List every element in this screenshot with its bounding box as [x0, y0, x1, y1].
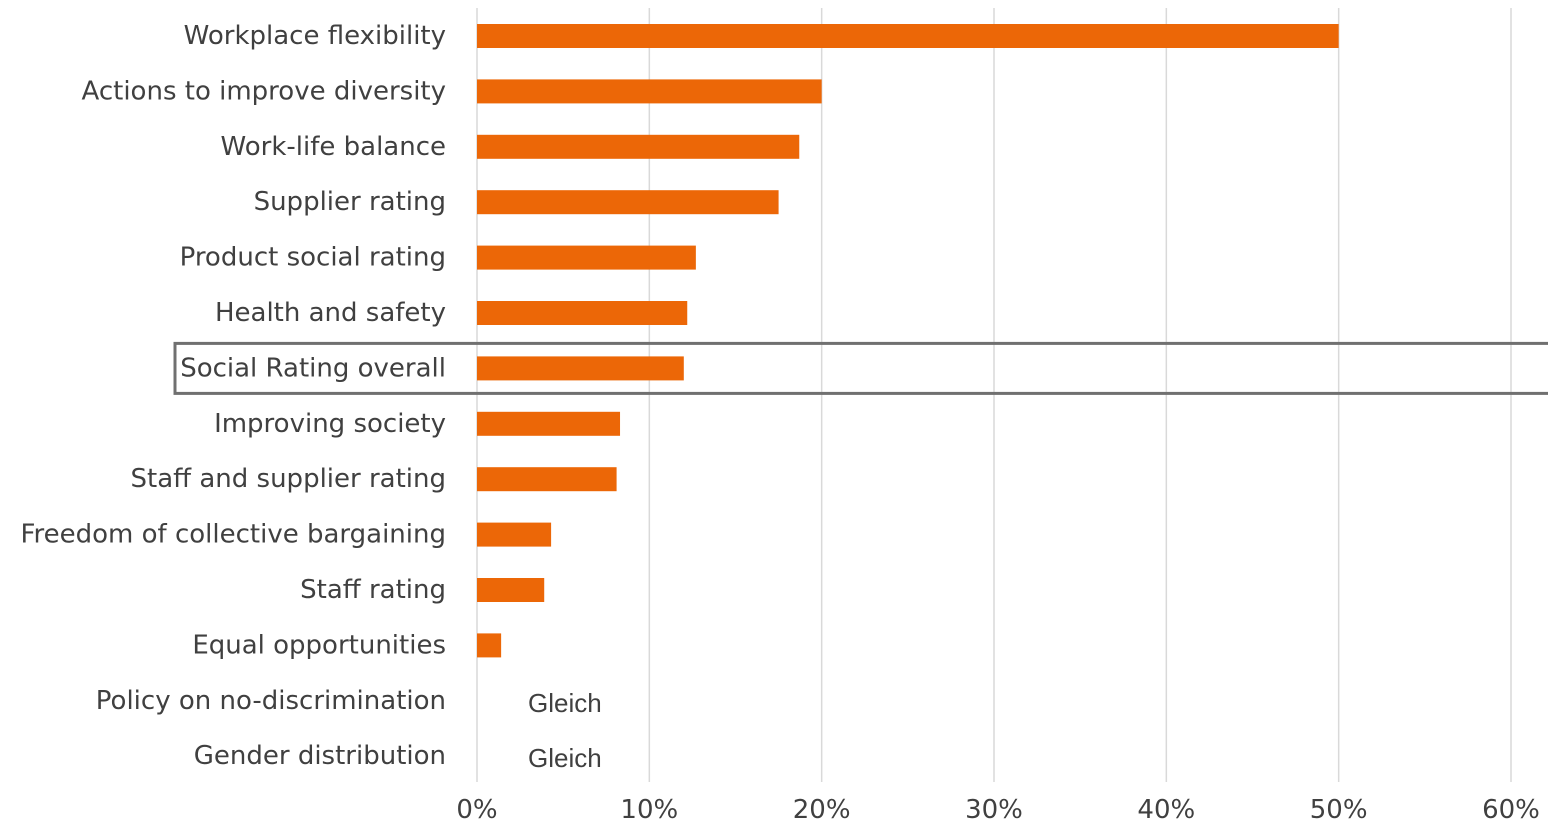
x-tick-label: 20%	[793, 795, 851, 825]
category-label-staff-and-supplier-rating: Staff and supplier rating	[131, 464, 446, 494]
bar-health-and-safety	[477, 301, 688, 325]
category-label-product-social-rating: Product social rating	[180, 243, 446, 273]
annotation-gender-distribution: Gleich	[528, 743, 602, 773]
bar-product-social-rating	[477, 245, 696, 270]
bar-freedom-of-collective-bargaining	[477, 522, 552, 547]
x-tick-label: 50%	[1310, 795, 1368, 825]
highlight	[173, 341, 1548, 395]
bar-supplier-rating	[477, 190, 779, 215]
annotations: Gleich Gleich	[528, 688, 602, 773]
x-tick-label: 10%	[620, 795, 678, 825]
x-axis-tick-labels: 0% 10% 20% 30% 40% 50% 60%	[456, 795, 1540, 825]
category-label-gender-distribution: Gender distribution	[194, 741, 446, 771]
bar-actions-to-improve-diversity	[477, 79, 822, 104]
category-label-actions-to-improve-diversity: Actions to improve diversity	[82, 76, 446, 106]
annotation-policy-on-no-discrimination: Gleich	[528, 688, 602, 718]
bar-staff-rating	[477, 578, 545, 602]
category-label-work-life-balance: Work-life balance	[221, 132, 446, 162]
gridlines	[476, 8, 1512, 782]
x-tick-label: 40%	[1137, 795, 1195, 825]
category-label-staff-rating: Staff rating	[300, 575, 446, 605]
category-label-equal-opportunities: Equal opportunities	[192, 630, 446, 660]
category-label-social-rating-overall: Social Rating overall	[180, 353, 446, 383]
category-label-improving-society: Improving society	[214, 409, 446, 439]
bar-social-rating-overall	[477, 356, 684, 381]
category-labels: Workplace flexibility Actions to improve …	[20, 21, 446, 771]
category-label-workplace-flexibility: Workplace flexibility	[184, 21, 446, 51]
category-label-health-and-safety: Health and safety	[215, 298, 446, 328]
bar-staff-and-supplier-rating	[477, 467, 617, 492]
category-label-freedom-of-collective-bargaining: Freedom of collective bargaining	[20, 520, 446, 550]
bar-equal-opportunities	[477, 633, 502, 658]
x-tick-label: 60%	[1482, 795, 1540, 825]
bars	[477, 24, 1339, 658]
bar-work-life-balance	[477, 134, 800, 159]
category-label-policy-on-no-discrimination: Policy on no-discrimination	[96, 686, 446, 716]
bar-workplace-flexibility	[477, 24, 1339, 48]
highlight-box	[173, 341, 1548, 395]
category-label-supplier-rating: Supplier rating	[254, 187, 446, 217]
bar-improving-society	[477, 411, 621, 436]
x-tick-label: 30%	[965, 795, 1023, 825]
x-tick-label: 0%	[456, 795, 497, 825]
